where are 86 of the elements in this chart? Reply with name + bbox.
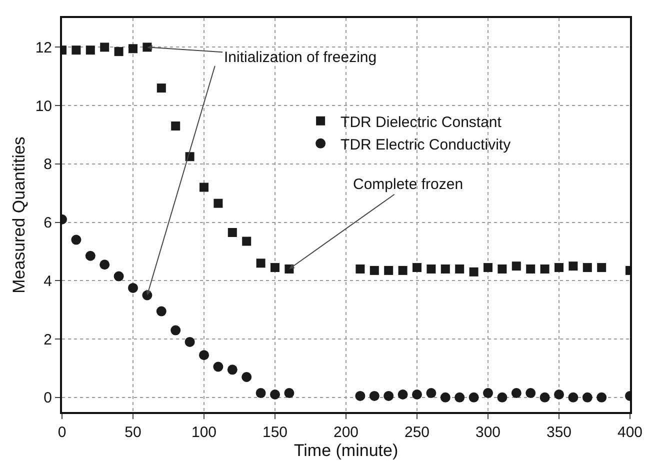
point [412,263,422,272]
point [355,390,366,401]
point [114,271,124,282]
point [71,234,82,245]
x-tick-label: 100 [191,424,217,441]
point [170,325,181,336]
point [540,392,550,402]
point [511,388,522,398]
point [526,388,536,398]
point [85,250,96,261]
point [100,42,110,52]
point [384,390,394,401]
point [356,264,365,274]
point [370,266,379,275]
point [171,121,180,130]
point [426,264,436,274]
x-tick-label: 150 [262,424,288,441]
y-tick-label: 6 [44,214,52,232]
point [526,264,536,274]
point [554,263,564,272]
point [100,260,110,270]
point [440,392,450,402]
x-tick-label: 400 [617,424,643,441]
point [128,282,138,293]
point [184,336,195,347]
point [498,264,507,274]
point [213,362,224,372]
y-tick-label: 4 [44,272,52,290]
point [227,364,238,375]
point [228,228,237,238]
point [128,44,138,54]
x-tick-label: 200 [333,424,359,441]
point [497,392,508,402]
point [199,350,209,360]
x-tick-label: 350 [546,424,572,441]
point [156,306,166,316]
point [270,263,280,272]
x-axis-title: Time (minute) [294,441,398,460]
point [582,263,592,272]
y-tick-label: 8 [44,156,52,174]
point [426,388,436,398]
legend-label: TDR Dielectric Constant [340,114,502,131]
point [440,264,450,274]
point [114,47,124,56]
point [398,266,408,275]
point [72,46,81,55]
point [284,388,294,398]
point [597,263,606,272]
point [582,392,592,402]
point [156,84,166,93]
point [540,264,550,274]
annotation: Complete frozen [353,176,464,193]
point [469,267,478,276]
annotation: Initialization of freezing [224,49,377,66]
y-tick-label: 0 [44,390,52,407]
point [256,258,266,268]
point [86,46,95,55]
point [384,266,394,275]
legend-label: TDR Electric Conductivity [340,136,512,154]
y-tick-label: 12 [35,39,52,56]
point [214,198,223,208]
point [568,392,578,402]
x-tick-label: 0 [58,424,66,441]
point [200,182,208,192]
point [270,389,280,400]
x-tick-label: 300 [475,424,501,441]
point [242,372,252,382]
point [454,392,465,402]
point [554,389,564,400]
y-axis-title: Measured Quantities [9,136,28,294]
point [369,390,380,401]
x-tick-label: 50 [124,424,142,441]
point [256,388,266,398]
point [568,262,578,271]
point [484,263,492,272]
y-tick-label: 2 [44,331,52,348]
point [242,236,252,246]
point [596,392,607,402]
point [455,264,464,274]
point [398,389,408,400]
x-tick-label: 250 [404,424,430,441]
point [483,388,493,398]
point [412,389,422,400]
point [468,392,479,402]
y-tick-label: 10 [35,98,52,115]
point [512,262,521,271]
